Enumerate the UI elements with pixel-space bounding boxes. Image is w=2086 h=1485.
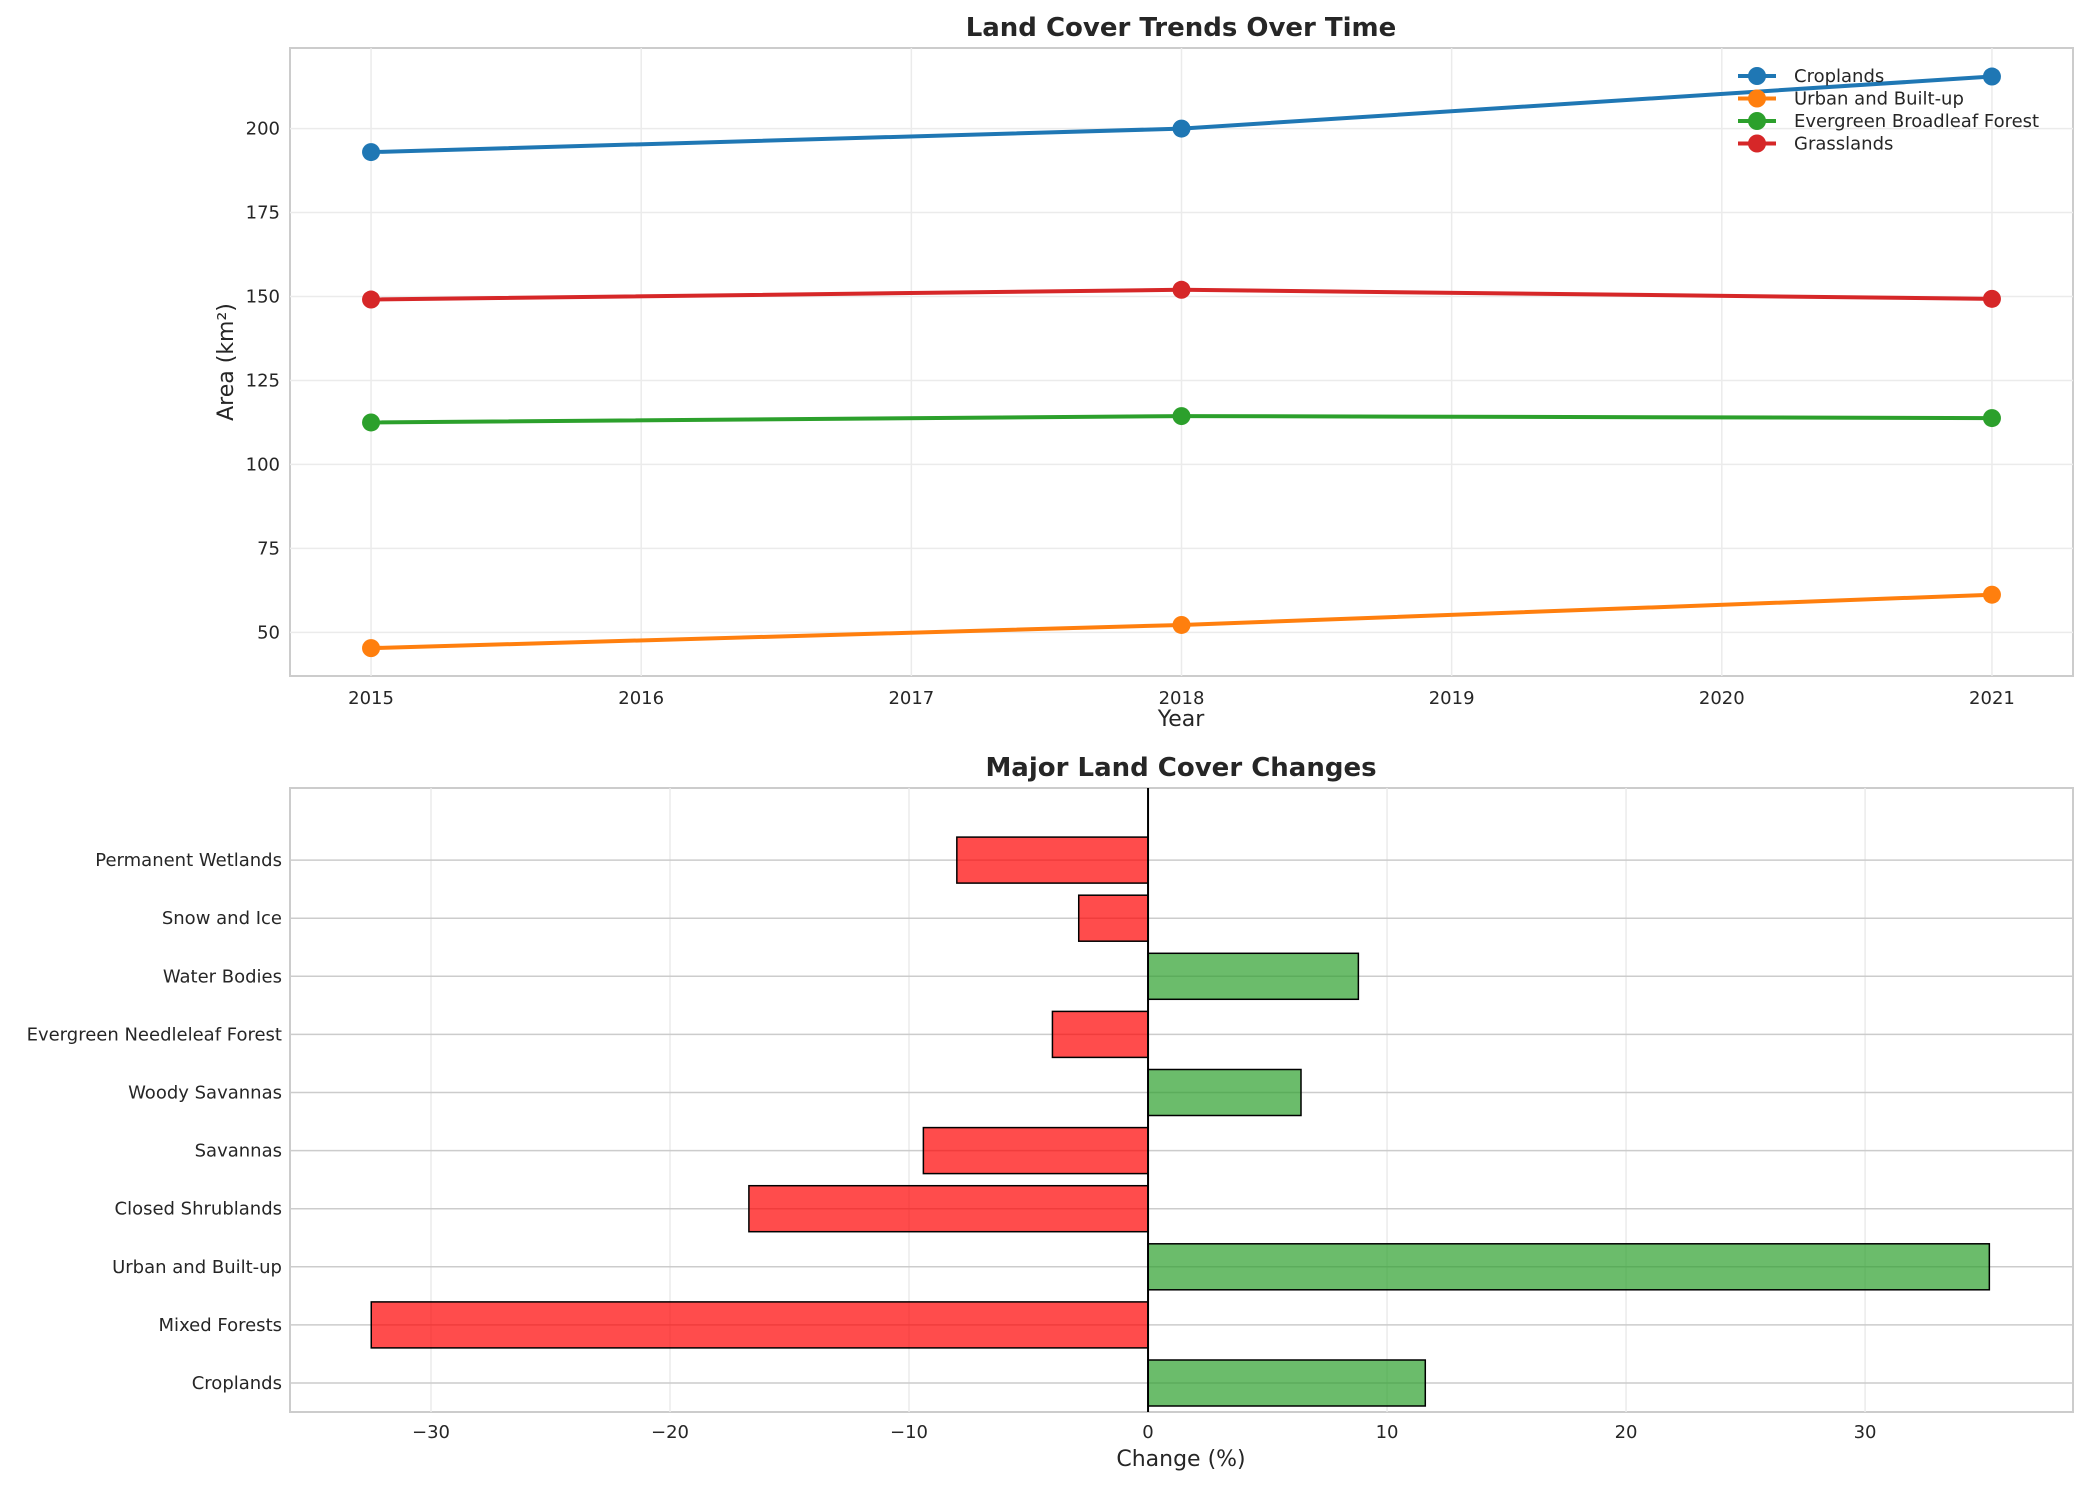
bar-category-label: Savannas [195, 1141, 282, 1162]
series-point-0-1 [1172, 119, 1191, 138]
series-point-0-2 [1982, 67, 2001, 86]
bar-5 [1147, 1068, 1302, 1117]
bar-x-ticks: −30 −20 −10 0 10 20 30 [412, 1422, 1877, 1443]
line-chart: 50 75 100 125 150 175 200 2015 2016 2017 2018 2019… [214, 13, 2074, 732]
bar-chart: Croplands Mixed Forests Urban and Built-up… [27, 753, 2074, 1472]
series-point-2-2 [1982, 409, 2001, 428]
line-x-tick-label: 2015 [348, 688, 394, 709]
bar-category-label: Snow and Ice [162, 908, 282, 929]
line-x-ticks: 2015 2016 2017 2018 2019 2020 2021 [348, 688, 2015, 709]
bar-category-label: Permanent Wetlands [95, 850, 282, 871]
line-x-tick-label: 2017 [888, 688, 934, 709]
series-point-1-0 [362, 639, 381, 658]
bar-x-tick-label: 30 [1854, 1422, 1877, 1443]
bar-x-tick-label: 10 [1376, 1422, 1399, 1443]
legend-marker-2 [1748, 112, 1766, 130]
bar-category-label: Urban and Built-up [112, 1257, 282, 1278]
line-x-axis-label: Year [1157, 707, 1206, 732]
series-point-3-1 [1172, 280, 1191, 299]
bar-7 [1147, 952, 1360, 1001]
bar-4 [922, 1126, 1149, 1175]
series-point-3-0 [362, 290, 381, 309]
legend-marker-0 [1748, 67, 1766, 85]
bar-x-tick-label: −10 [890, 1422, 928, 1443]
bar-x-tick-label: −30 [412, 1422, 450, 1443]
bar-x-tick-label: 20 [1615, 1422, 1638, 1443]
line-y-ticks: 50 75 100 125 150 175 200 [246, 119, 280, 644]
bar-2 [1147, 1243, 1991, 1291]
line-series-group [362, 67, 2001, 658]
bar-6 [1051, 1010, 1149, 1059]
legend-label-0: Croplands [1794, 66, 1884, 87]
bar-x-tick-label: 0 [1142, 1422, 1153, 1443]
series-point-2-1 [1172, 407, 1191, 426]
legend-label-1: Urban and Built-up [1794, 89, 1964, 110]
bar-3 [748, 1184, 1149, 1233]
line-y-tick-label: 175 [246, 203, 280, 224]
bar-category-label: Water Bodies [163, 966, 282, 987]
bar-category-label: Mixed Forests [159, 1315, 282, 1336]
line-y-axis-label: Area (km²) [214, 303, 239, 421]
line-chart-title: Land Cover Trends Over Time [966, 13, 1397, 43]
series-point-0-0 [362, 143, 381, 162]
line-x-tick-label: 2016 [618, 688, 664, 709]
bar-category-label: Woody Savannas [128, 1083, 282, 1104]
legend-label-2: Evergreen Broadleaf Forest [1794, 111, 2039, 132]
line-x-tick-label: 2018 [1159, 688, 1205, 709]
bar-x-tick-label: −20 [651, 1422, 689, 1443]
bar-series-group [370, 788, 1991, 1412]
series-point-2-0 [362, 413, 381, 432]
bar-category-label: Croplands [192, 1373, 282, 1394]
line-y-tick-label: 75 [257, 538, 280, 559]
series-point-3-2 [1982, 289, 2001, 308]
legend-marker-3 [1748, 134, 1766, 153]
bar-8 [1077, 894, 1149, 942]
line-y-tick-label: 150 [246, 287, 280, 308]
line-grid [290, 48, 2073, 676]
bar-chart-title: Major Land Cover Changes [985, 753, 1376, 783]
line-x-tick-label: 2019 [1429, 688, 1475, 709]
bar-0 [1147, 1359, 1427, 1407]
line-y-tick-label: 200 [246, 119, 280, 140]
bar-9 [956, 836, 1149, 884]
series-point-1-1 [1172, 615, 1191, 634]
bar-grid [290, 788, 2073, 1412]
bar-category-label: Closed Shrublands [115, 1199, 283, 1220]
bar-1 [370, 1301, 1149, 1349]
bar-category-label: Evergreen Needleleaf Forest [27, 1024, 282, 1045]
line-x-tick-label: 2021 [1969, 688, 2015, 709]
bar-x-axis-label: Change (%) [1116, 1447, 1245, 1472]
series-point-1-2 [1982, 585, 2001, 604]
line-y-tick-label: 50 [257, 622, 280, 643]
line-y-tick-label: 125 [246, 370, 280, 391]
line-x-tick-label: 2020 [1699, 688, 1745, 709]
legend-marker-1 [1748, 89, 1766, 108]
line-y-tick-label: 100 [246, 454, 280, 475]
legend-label-3: Grasslands [1794, 134, 1893, 155]
bar-y-ticks: Croplands Mixed Forests Urban and Built-up… [27, 850, 282, 1394]
